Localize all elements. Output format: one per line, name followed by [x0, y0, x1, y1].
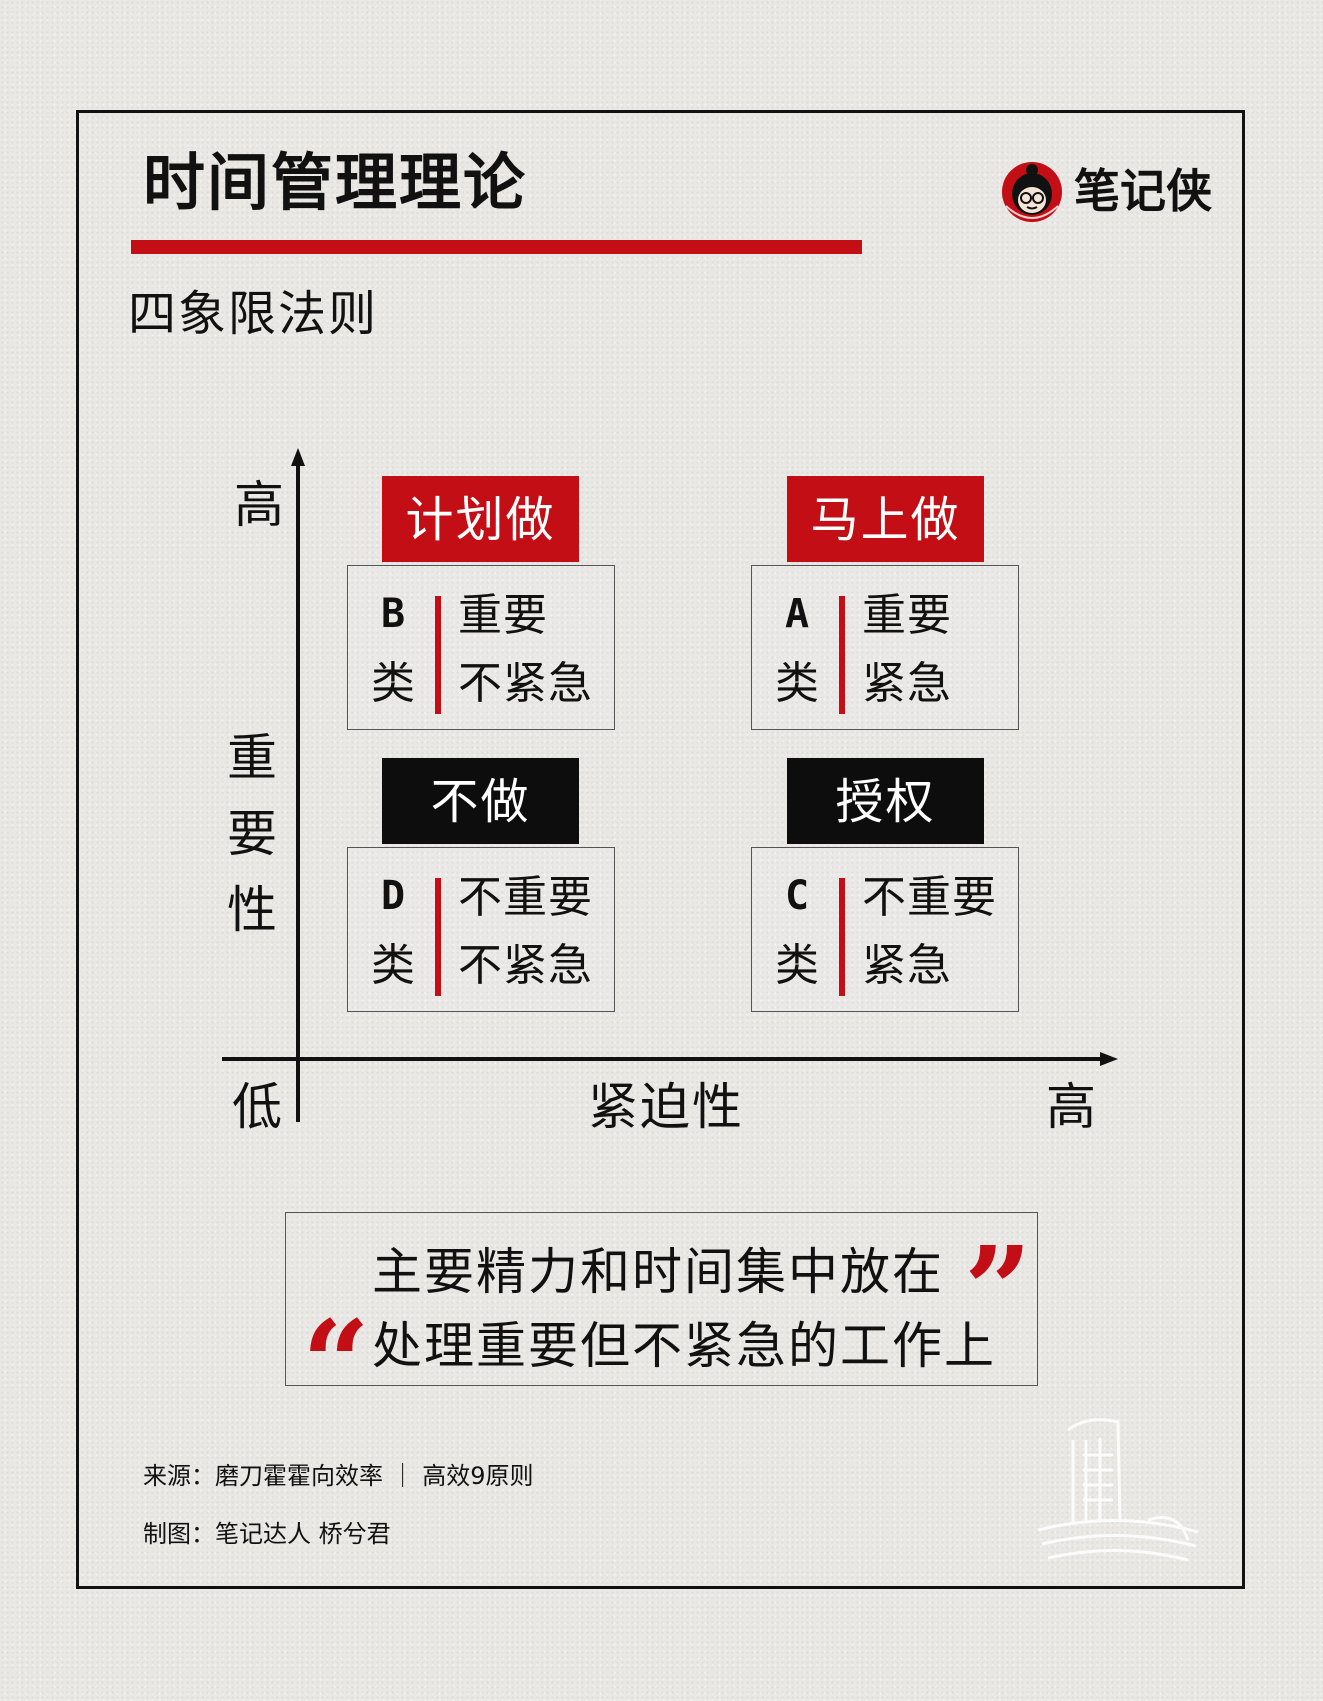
origin-low-label: 低: [232, 1078, 282, 1136]
brand-avatar-icon: [1002, 162, 1062, 222]
quadrant-divider: [839, 596, 845, 714]
x-axis-arrow-icon: [1100, 1052, 1118, 1066]
quadrant-divider: [435, 878, 441, 996]
quadrant-d-tag: 不做: [382, 758, 579, 844]
x-axis-title: 紧迫性: [588, 1078, 744, 1136]
quote-line-1: 主要精力和时间集中放在: [372, 1243, 944, 1301]
close-quote-icon: ”: [964, 1220, 1032, 1359]
quote-line-2: 处理重要但不紧急的工作上: [372, 1317, 996, 1375]
page-title: 时间管理理论: [143, 146, 528, 219]
quadrant-class: 类: [371, 940, 415, 991]
quadrant-letter: D: [380, 873, 406, 919]
quadrant-divider: [839, 878, 845, 996]
y-axis-title: 重 要 性: [226, 720, 278, 948]
y-axis-title-char: 重: [227, 729, 277, 787]
quadrant-importance: 重要: [458, 590, 548, 641]
open-quote-icon: “: [302, 1294, 370, 1433]
credit-note: 制图：笔记达人 桥兮君: [143, 1520, 391, 1548]
quadrant-class: 类: [371, 658, 415, 709]
y-axis-title-char: 要: [227, 805, 277, 863]
quadrant-c-tag: 授权: [787, 758, 984, 844]
y-axis-title-char: 性: [227, 881, 277, 939]
y-axis-arrow-icon: [291, 448, 305, 466]
quadrant-importance: 不重要: [458, 872, 593, 923]
quadrant-divider: [435, 596, 441, 714]
title-underline: [131, 240, 862, 254]
quadrant-urgency: 不紧急: [458, 940, 593, 991]
x-axis-high-label: 高: [1046, 1078, 1096, 1136]
quadrant-c-box: C 类 不重要 紧急: [751, 847, 1019, 1012]
quadrant-letter: C: [784, 873, 810, 919]
quadrant-importance: 重要: [862, 590, 952, 641]
quadrant-b-box: B 类 重要 不紧急: [347, 565, 615, 730]
y-axis-high-label: 高: [234, 476, 284, 534]
source-note: 来源：磨刀霍霍向效率 ｜ 高效9原则: [143, 1462, 534, 1490]
quadrant-class: 类: [775, 658, 819, 709]
stamp-watermark-icon: [1037, 1418, 1199, 1562]
quadrant-a-tag: 马上做: [787, 476, 984, 562]
quadrant-d-box: D 类 不重要 不紧急: [347, 847, 615, 1012]
quadrant-urgency: 紧急: [862, 658, 952, 709]
page-subtitle: 四象限法则: [128, 286, 379, 342]
quadrant-a-box: A 类 重要 紧急: [751, 565, 1019, 730]
quadrant-letter: A: [784, 591, 810, 637]
quadrant-urgency: 紧急: [862, 940, 952, 991]
quadrant-letter: B: [380, 591, 406, 637]
quote-box: 主要精力和时间集中放在 ” “ 处理重要但不紧急的工作上: [285, 1212, 1038, 1423]
quadrant-b-tag: 计划做: [382, 476, 579, 562]
quadrant-class: 类: [775, 940, 819, 991]
quadrant-importance: 不重要: [862, 872, 997, 923]
page-frame: [76, 110, 1245, 1589]
quadrant-urgency: 不紧急: [458, 658, 593, 709]
brand-name: 笔记侠: [1074, 164, 1212, 218]
